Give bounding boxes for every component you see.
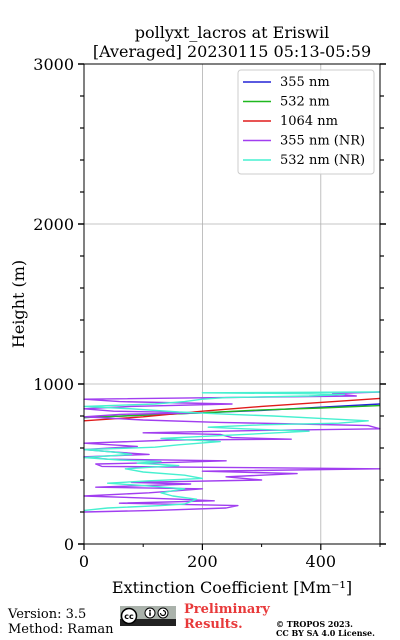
legend: 355 nm 532 nm 1064 nm 355 nm (NR) 532 nm (NR…: [237, 69, 375, 175]
legend-entry: 532 nm: [280, 95, 330, 110]
y-tick-label: 1000: [33, 375, 74, 394]
series-line-1: [83, 404, 381, 419]
copyright-line1: © TROPOS 2023.: [276, 619, 353, 629]
preliminary-line2: Results.: [184, 617, 243, 632]
cc-by-sa-icon: cc: [120, 606, 176, 626]
x-tick-label: 400: [306, 552, 337, 571]
svg-text:cc: cc: [124, 612, 134, 621]
legend-entry: 1064 nm: [280, 114, 338, 129]
y-axis-label: Height (m): [9, 260, 28, 348]
axis-ticks: 0 200 400 0 1000 2000 3000: [33, 55, 386, 571]
series-lines: [83, 391, 381, 513]
legend-box: [237, 69, 375, 175]
plot-frame: [83, 63, 381, 545]
y-tick-label: 2000: [33, 215, 74, 234]
x-tick-label: 200: [187, 552, 218, 571]
copyright-notice: © TROPOS 2023. CC BY SA 4.0 License.: [276, 620, 375, 638]
series-line-2: [83, 397, 381, 422]
series-line-3: [83, 391, 381, 513]
chart-title-line1: pollyxt_lacros at Eriswil: [134, 23, 330, 42]
series-line-4: [83, 391, 381, 512]
version-label: Version: 3.5: [8, 607, 87, 622]
x-axis-label: Extinction Coefficient [Mm⁻¹]: [112, 578, 352, 597]
method-label: Method: Raman: [8, 622, 114, 637]
preliminary-notice: Preliminary Results.: [184, 602, 270, 632]
y-tick-label: 0: [64, 535, 74, 554]
x-tick-label: 0: [79, 552, 89, 571]
preliminary-line1: Preliminary: [184, 602, 270, 617]
legend-entry: 355 nm (NR): [280, 134, 365, 149]
legend-entry: 532 nm (NR): [280, 153, 365, 168]
legend-entry: 355 nm: [280, 75, 330, 90]
y-tick-label: 3000: [33, 55, 74, 74]
chart-title-line2: [Averaged] 20230115 05:13-05:59: [92, 42, 372, 61]
copyright-line2: CC BY SA 4.0 License.: [276, 628, 375, 638]
